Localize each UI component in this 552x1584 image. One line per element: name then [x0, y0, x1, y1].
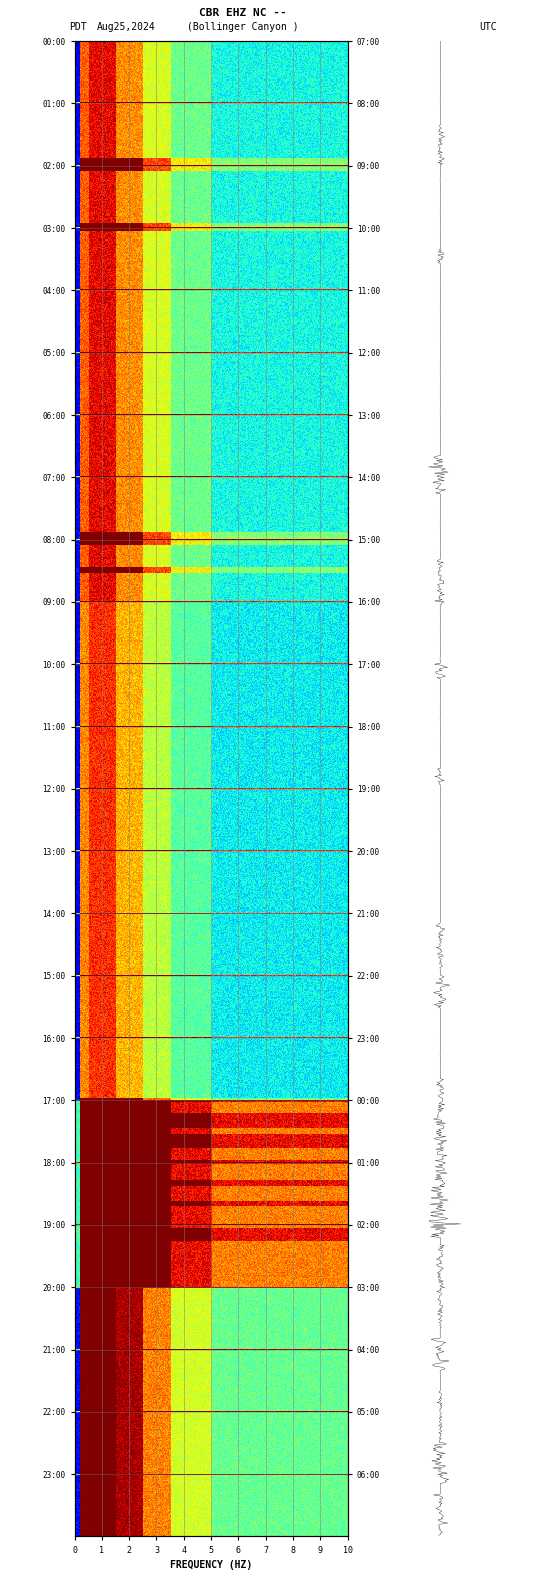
- Text: UTC: UTC: [479, 22, 497, 32]
- Text: (Bollinger Canyon ): (Bollinger Canyon ): [187, 22, 299, 32]
- Text: CBR EHZ NC --: CBR EHZ NC --: [199, 8, 286, 17]
- Text: Aug25,2024: Aug25,2024: [97, 22, 155, 32]
- Text: PDT: PDT: [69, 22, 87, 32]
- X-axis label: FREQUENCY (HZ): FREQUENCY (HZ): [170, 1560, 252, 1570]
